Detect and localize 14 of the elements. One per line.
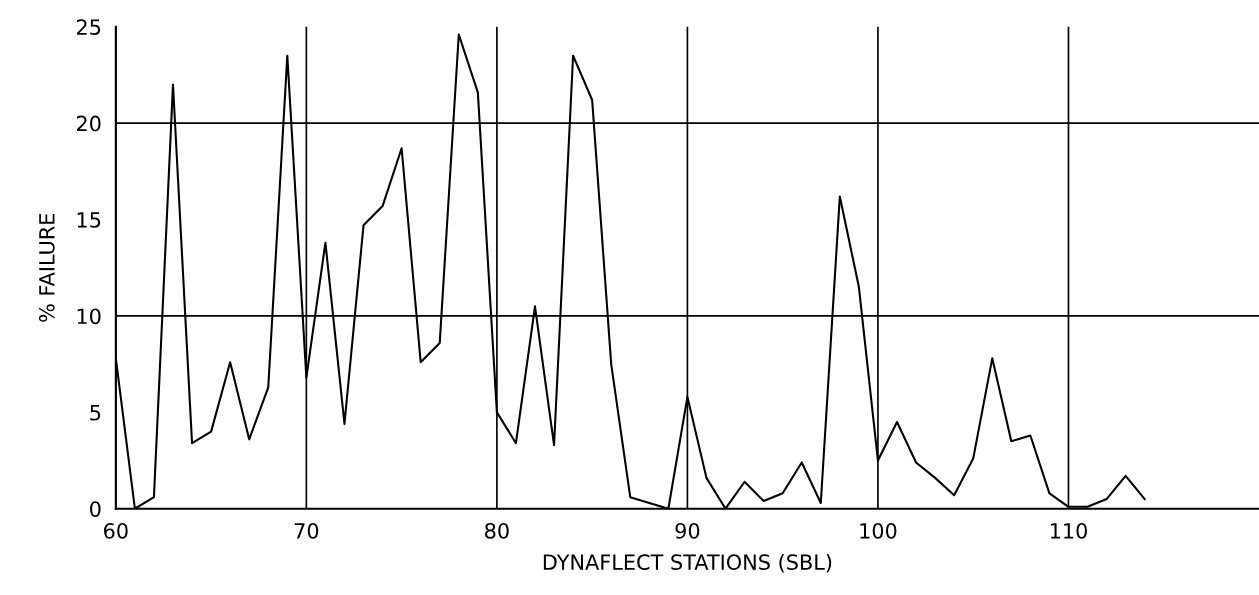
y-tick-label: 5	[90, 405, 101, 421]
x-tick-label: 60	[104, 522, 128, 539]
y-tick-label: 20	[76, 115, 101, 132]
y-tick-label: 25	[76, 19, 101, 35]
x-tick-label: 70	[294, 522, 319, 539]
x-tick-label: 90	[675, 522, 700, 539]
y-axis-title: % FAILURE	[38, 213, 55, 322]
x-tick-label: 100	[860, 522, 897, 539]
y-tick-label: 10	[77, 308, 101, 325]
x-axis-title: DYNAFLECT STATIONS (SBL)	[543, 553, 832, 573]
x-tick-label: 80	[485, 522, 509, 539]
y-tick-label: 15	[77, 212, 101, 228]
x-tick-label: 110	[1050, 522, 1087, 539]
y-tick-label: 0	[90, 501, 101, 517]
